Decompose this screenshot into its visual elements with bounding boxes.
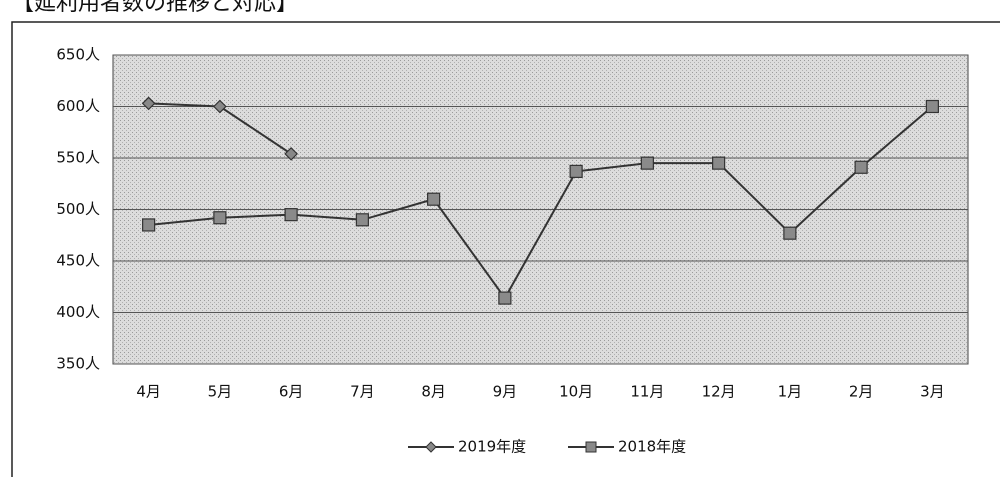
x-tick-label: 5月 [208,383,233,401]
series-line [148,105,934,300]
y-tick-label: 550人 [56,149,100,167]
marker [213,99,227,114]
marker [925,99,939,114]
marker [284,208,298,222]
legend-label: 2019年度 [458,438,526,456]
x-tick-label: 1月 [778,383,803,401]
y-tick-label: 350人 [56,355,100,373]
x-tick-label: 9月 [493,383,518,401]
marker [640,156,654,170]
marker [284,147,298,161]
x-tick-label: 11月 [630,383,664,401]
y-tick-label: 600人 [56,97,100,115]
x-tick-label: 10月 [559,383,593,401]
frame [11,21,1000,477]
y-tick-label: 650人 [56,46,100,64]
x-tick-label: 4月 [136,383,161,401]
x-tick-label: 7月 [350,383,375,401]
legend-label: 2018年度 [618,438,686,456]
y-tick-label: 450人 [56,252,100,270]
marker [213,211,227,225]
marker [427,192,441,206]
x-tick-label: 12月 [702,383,736,401]
marker [355,213,369,227]
marker [783,226,797,240]
marker [712,156,726,170]
marker [141,96,156,111]
marker [142,218,156,232]
marker [854,160,868,174]
y-tick-label: 500人 [56,200,100,218]
x-tick-label: 3月 [920,383,945,401]
chart-title: 【延利用者数の推移と対応】 [12,0,298,16]
x-tick-label: 6月 [279,383,304,401]
legend-marker [585,441,597,453]
marker [569,164,583,178]
x-tick-label: 8月 [421,383,446,401]
x-tick-label: 2月 [849,383,874,401]
y-tick-label: 400人 [56,303,100,321]
marker [498,291,512,305]
legend-marker [425,441,437,453]
